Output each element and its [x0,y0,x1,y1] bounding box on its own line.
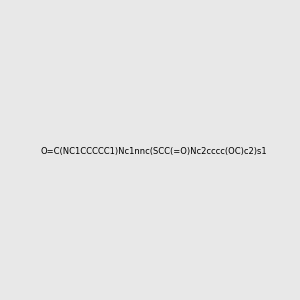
Text: O=C(NC1CCCCC1)Nc1nnc(SCC(=O)Nc2cccc(OC)c2)s1: O=C(NC1CCCCC1)Nc1nnc(SCC(=O)Nc2cccc(OC)c… [40,147,267,156]
